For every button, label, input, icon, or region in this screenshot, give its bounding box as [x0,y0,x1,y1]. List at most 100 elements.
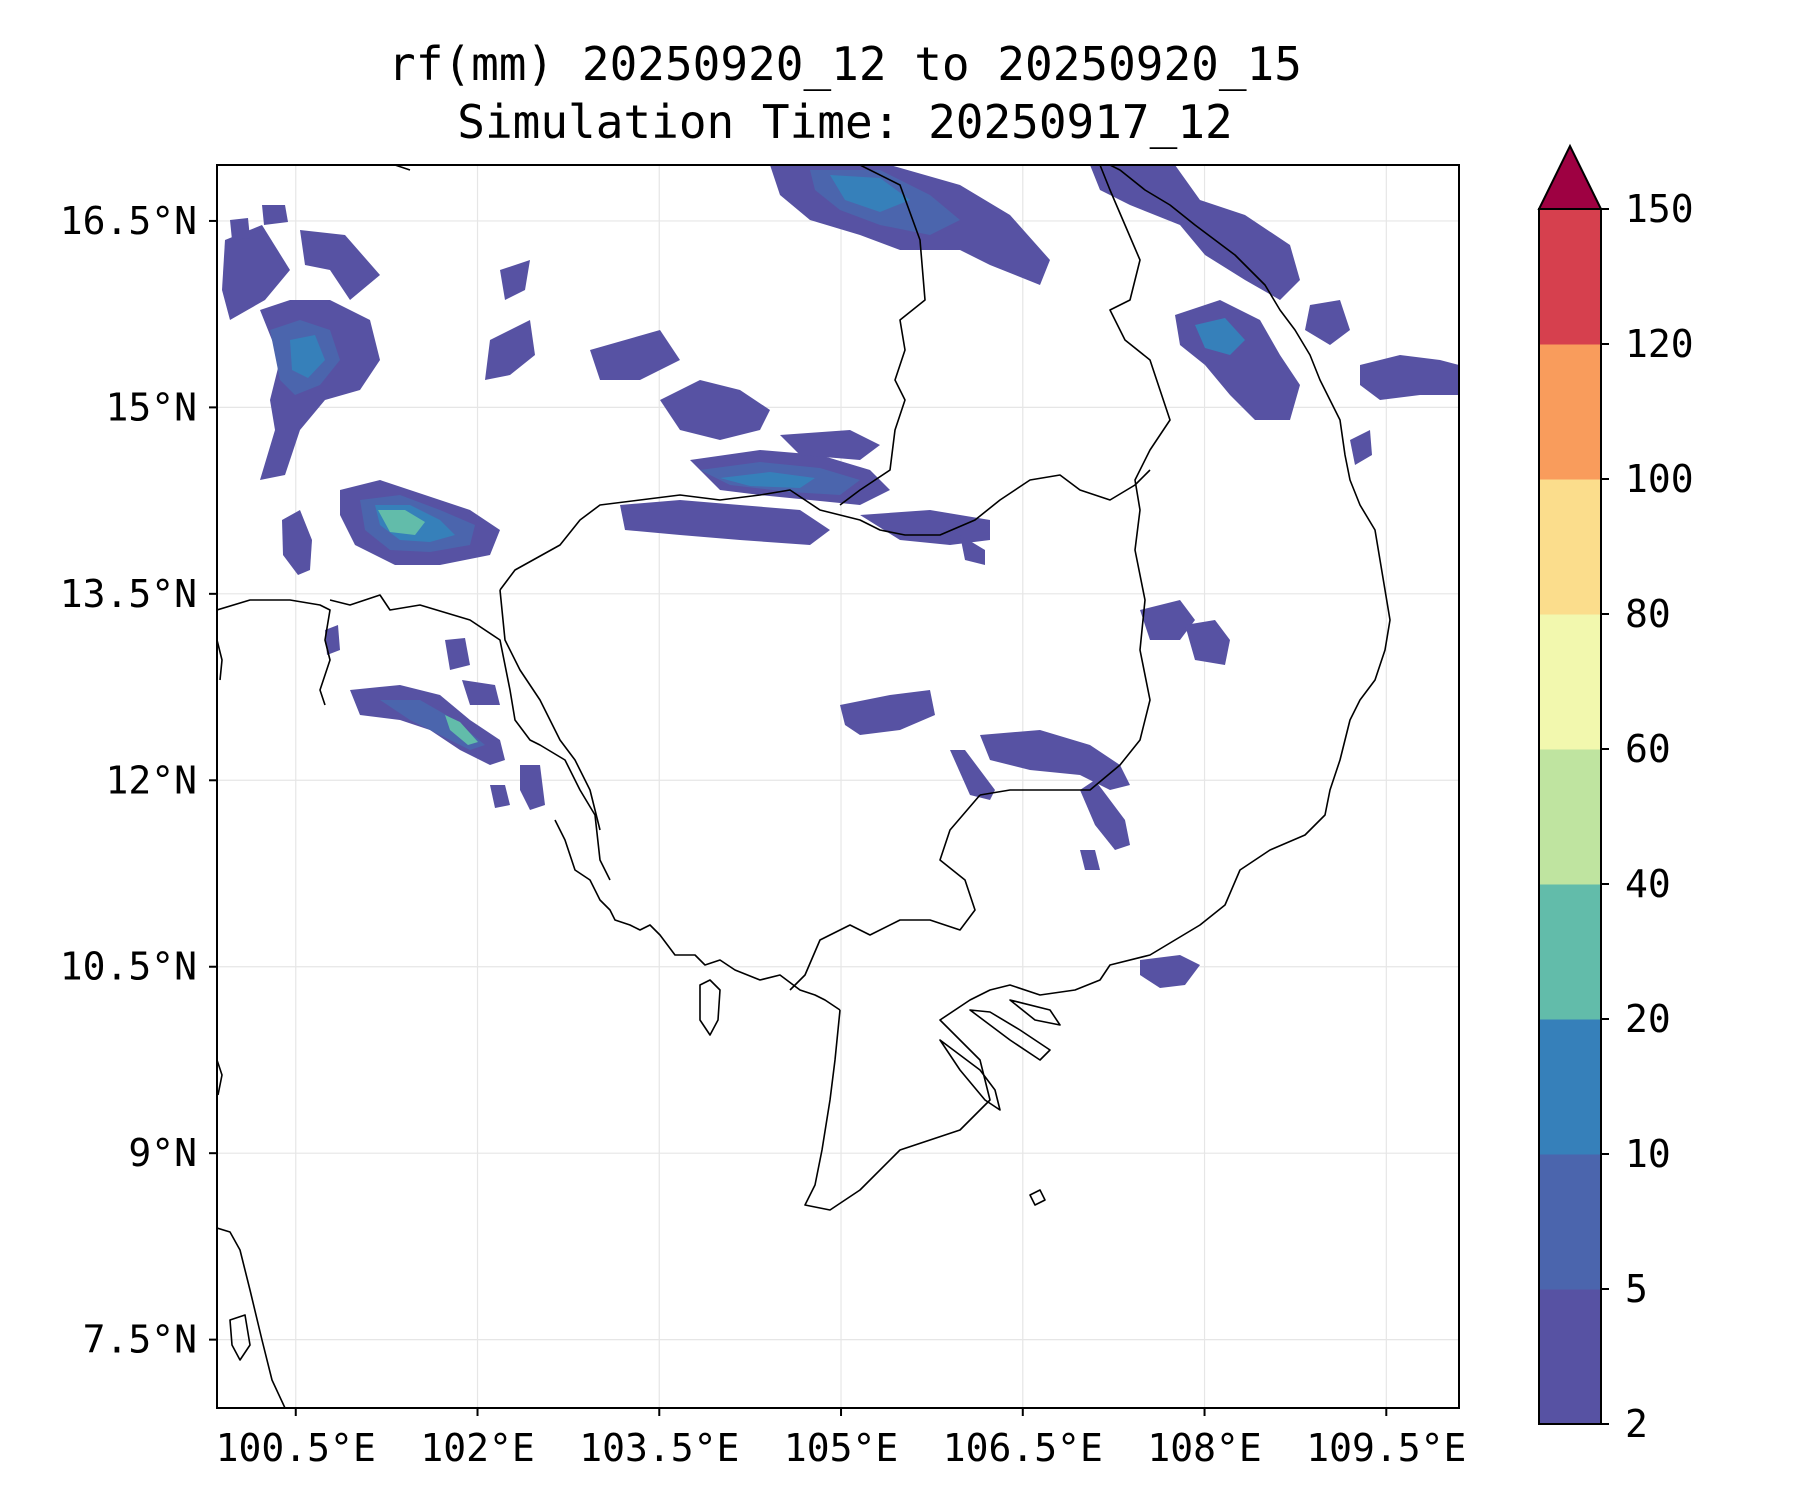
thailand-cambodia-border [329,594,611,881]
colorbar-label: 80 [1625,592,1671,636]
rain-cell-east-edge [1360,355,1459,400]
y-tick-label: 9°N [128,1131,197,1175]
colorbar-label: 5 [1625,1267,1648,1311]
rain-cell-vn-highlands [1185,620,1230,665]
x-tick-label: 108°E [1147,1426,1261,1470]
laos-vietnam-border [979,165,1171,796]
y-tick-label: 10.5°N [60,945,197,989]
cambodia-west-border [499,589,601,831]
rain-cell-vn-south-2 [1080,850,1100,870]
colorbar-label: 40 [1625,862,1671,906]
con-dao-island [1029,1189,1046,1206]
x-tick-label: 105°E [784,1426,898,1470]
colorbar-label: 20 [1625,997,1671,1041]
rain-cell-north-top-inner [830,175,910,212]
x-tick-label: 102°E [420,1426,534,1470]
rain-cell-thai-cambodia-3 [462,680,500,705]
malaysia-coast [217,1059,223,1096]
colorbar-label: 60 [1625,727,1671,771]
colorbar-label: 10 [1625,1132,1671,1176]
colorbar-segment [1539,1019,1601,1155]
colorbar-segment [1539,614,1601,750]
y-tick-label: 13.5°N [60,572,197,616]
rain-cell-nw-cluster [222,225,290,320]
x-tick-label: 109.5°E [1306,1426,1466,1470]
rain-cell-east-edge-2 [1305,300,1350,345]
colorbar-frame [1538,208,1602,1425]
rain-cell-northeast-coast [1090,165,1300,300]
colorbar-label: 100 [1625,457,1694,501]
rain-cell-far-west [230,218,250,240]
gridlines [217,165,1459,1408]
y-tick-label: 16.5°N [60,199,197,243]
y-tick-label: 7.5°N [83,1318,197,1362]
rain-cell-coast-south [1140,955,1200,988]
rain-cell-koh-kong-2 [490,785,510,808]
rain-cell-thai-cambodia-2 [445,638,470,670]
colorbar-segments [1539,209,1601,1425]
map-frame [216,164,1460,1409]
mekong-delta-islands [939,999,1061,1111]
rain-cell-east-small [1350,430,1372,465]
rain-cell-cambodia-south-3 [950,750,995,800]
rain-cell-center-north-4 [660,380,770,440]
x-tick-label: 106.5°E [943,1426,1103,1470]
rain-cell-cambodia-east [1140,600,1195,640]
gulf-of-thailand-coast [217,1227,286,1408]
y-tick-label: 15°N [105,385,197,429]
rainfall-fields [222,165,1459,988]
coastlines-and-borders [217,165,1391,1408]
x-tick-label: 100.5°E [216,1426,376,1470]
rain-cell-west-blob-peak [378,510,425,535]
rain-cell-nw-inner [290,335,325,378]
rain-cell-west-mid [325,625,340,655]
colorbar-extend-arrow [1537,143,1603,210]
rain-cell-nw-cluster-2 [300,230,380,300]
cambodia-vietnam-coast [804,165,1391,1211]
colorbar-segment [1539,1289,1601,1425]
colorbar-labels: 2 5 10 20 40 60 80 100 120 150 [1601,187,1694,1446]
colorbar-segment [1539,749,1601,885]
rain-cell-koh-kong [520,765,545,810]
rain-cell-center-inner [720,472,815,488]
rain-cell-east-inland-inner [1195,318,1245,355]
colorbar-segment [1539,1154,1601,1290]
colorbar-label: 120 [1625,322,1694,366]
thai-east-coast [217,639,841,1011]
rain-cell-thai-cambodia-peak [445,715,478,745]
rain-level-20-to-40 [378,510,478,745]
rain-cell-border-band [860,510,990,545]
y-tick-label: 12°N [105,758,197,802]
colorbar-segment [1539,479,1601,615]
rain-cell-cambodia-south-2 [980,730,1130,790]
axis-ticks: 100.5°E 102°E 103.5°E 105°E 106.5°E 108°E 109.… [60,199,1467,1470]
rain-cell-center-north-2 [485,320,535,380]
colorbar-segment [1539,209,1601,345]
map-panel: 100.5°E 102°E 103.5°E 105°E 106.5°E 108°E 109.… [60,164,1467,1470]
x-tick-label: 103.5°E [579,1426,739,1470]
colorbar-label: 150 [1625,187,1694,231]
figure-title-line-2: Simulation Time: 20250917_12 [457,95,1232,149]
cambodia-vietnam-border [789,794,981,991]
colorbar: 2 5 10 20 40 60 80 100 120 150 [1537,143,1694,1446]
rain-cell-west-strip [282,510,312,575]
rain-cell-center-north-3 [590,330,680,380]
rain-cell-thai-cambodia-core [380,700,485,750]
colorbar-segment [1539,884,1601,1020]
rain-cell-vn-south-1 [1080,780,1130,850]
figure-title-line-1: rf(mm) 20250920_12 to 20250920_15 [388,37,1302,91]
southern-thai-islands [229,1314,251,1361]
rain-cell-border-band-2 [960,535,985,565]
colorbar-label: 2 [1625,1402,1648,1446]
rain-cell-center-band-3 [780,430,880,460]
rain-level-10-to-20 [290,175,1245,542]
colorbar-segment [1539,344,1601,480]
cambodia-north-border [499,469,1151,591]
rain-cell-center-band-2 [620,500,830,545]
thailand-west-border [217,599,331,706]
rain-cell-cambodia-south-1 [840,690,935,735]
phu-quoc-island [699,979,721,1036]
rain-cell-center-north-1 [500,260,530,300]
rain-cell-far-west-2 [262,205,288,225]
